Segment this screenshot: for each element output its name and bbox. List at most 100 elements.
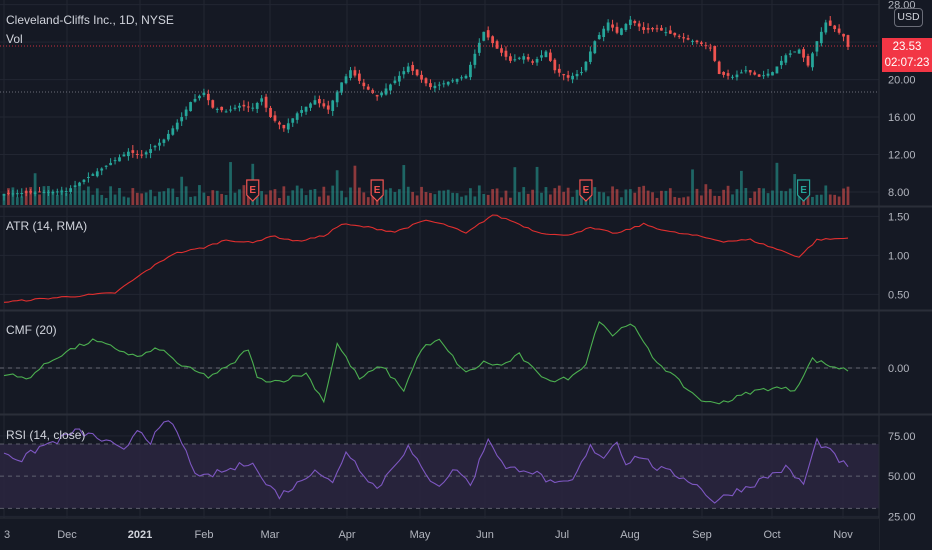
volume-bar — [397, 189, 401, 205]
candle-body — [700, 42, 703, 45]
volume-bar — [677, 197, 681, 205]
candle-body — [309, 103, 312, 108]
pane-separators[interactable] — [0, 205, 932, 416]
candle-body — [220, 106, 224, 111]
volume-bar — [340, 190, 343, 205]
volume-bar — [224, 194, 228, 205]
candle-body — [24, 191, 28, 193]
volume-bar — [819, 194, 823, 205]
price-tick-label: 50.00 — [888, 471, 916, 483]
volume-bar — [104, 197, 108, 205]
candle-body — [171, 128, 175, 135]
volume-bar — [411, 191, 415, 205]
candle-body — [580, 72, 583, 74]
volume-bar — [389, 188, 392, 205]
volume-bar — [620, 197, 623, 205]
volume-bar — [180, 176, 184, 205]
candle-body — [322, 103, 326, 107]
candle-body — [286, 123, 290, 130]
volume-bar — [162, 191, 166, 205]
volume-bar — [198, 185, 201, 205]
candle-body — [135, 154, 139, 156]
volume-bar — [55, 194, 59, 205]
volume-bar — [704, 184, 708, 205]
candle-body — [78, 182, 81, 186]
volume-bar — [20, 196, 24, 205]
candle-body — [602, 28, 606, 38]
volume-bar — [260, 191, 264, 205]
cmf-label[interactable]: CMF (20) — [6, 323, 57, 337]
volume-bar — [38, 194, 41, 205]
volume-bar — [100, 194, 104, 205]
earnings-marker-label: E — [583, 185, 590, 196]
volume-bar — [682, 197, 686, 205]
candle-body — [509, 56, 512, 61]
volume-bar — [660, 190, 663, 205]
symbol-title[interactable]: Cleveland-Cliffs Inc., 1D, NYSE — [6, 13, 174, 27]
volume-bar — [531, 189, 534, 205]
volume-bar — [646, 190, 650, 205]
candle-body — [473, 53, 477, 65]
volume-bar — [451, 192, 455, 205]
currency-button[interactable]: USD — [894, 8, 923, 27]
price-tick-label: 75.00 — [888, 431, 916, 443]
candle-body — [460, 77, 463, 79]
volume-bar — [766, 193, 770, 205]
candle-body — [42, 192, 46, 194]
volume-bar — [740, 170, 743, 205]
candle-body — [184, 109, 188, 116]
atr-label[interactable]: ATR (14, RMA) — [6, 219, 88, 233]
candle-body — [517, 57, 521, 59]
price-axis[interactable]: 28.0024.0020.0016.0012.008.001.501.000.5… — [878, 0, 932, 550]
volume-bar — [784, 191, 788, 205]
time-tick-label: Oct — [763, 529, 780, 541]
candle-body — [686, 38, 690, 40]
volume-bar — [562, 191, 566, 205]
candle-body — [597, 34, 601, 40]
volume-bar — [757, 187, 761, 205]
candle-body — [633, 21, 637, 24]
candle-body — [33, 192, 37, 195]
time-tick-label: Jun — [476, 529, 494, 541]
volume-bar — [220, 193, 224, 205]
volume-bar — [242, 185, 246, 205]
volume-bar — [473, 196, 477, 205]
price-tick-label: 1.50 — [888, 211, 909, 223]
candle-body — [646, 28, 650, 30]
candle-body — [389, 84, 392, 91]
earnings-marker[interactable]: E — [370, 179, 384, 202]
volume-bar — [122, 196, 126, 205]
candle-body — [628, 19, 632, 26]
volume-bar — [233, 192, 237, 205]
volume-bar — [469, 188, 472, 205]
volume-bar — [415, 195, 419, 205]
volume-bar — [313, 189, 317, 205]
candle-body — [540, 55, 543, 58]
candle-body — [482, 31, 486, 41]
volume-bar — [700, 195, 703, 205]
volume-bar — [628, 189, 632, 205]
rsi-label[interactable]: RSI (14, close) — [6, 428, 86, 442]
candle-body — [109, 162, 112, 166]
candle-body — [437, 84, 441, 86]
candle-body — [566, 75, 570, 78]
price-candles[interactable] — [2, 15, 850, 201]
earnings-marker[interactable]: E — [579, 179, 593, 202]
candle-body — [375, 94, 379, 97]
volume-bar — [557, 185, 561, 205]
candle-body — [326, 105, 330, 110]
volume-bar — [429, 193, 432, 205]
candle-body — [331, 100, 335, 112]
time-tick-label: Dec — [57, 529, 77, 541]
price-tick-label: 25.00 — [888, 511, 916, 523]
volume-bar — [726, 185, 730, 205]
time-axis[interactable]: 3 Dec 2021 Feb Mar Apr May Jun Jul Aug Sep Oct Nov — [0, 517, 879, 550]
volume-bar — [602, 192, 606, 205]
volume-bar — [322, 186, 326, 205]
earnings-marker[interactable]: E — [796, 179, 811, 202]
volume-label[interactable]: Vol — [6, 32, 23, 46]
time-axis-background — [0, 518, 879, 550]
earnings-marker[interactable]: E — [246, 179, 260, 202]
